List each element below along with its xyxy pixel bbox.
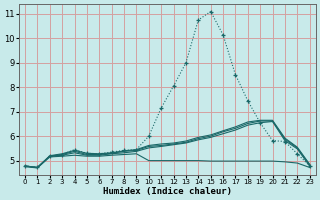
X-axis label: Humidex (Indice chaleur): Humidex (Indice chaleur) bbox=[103, 187, 232, 196]
